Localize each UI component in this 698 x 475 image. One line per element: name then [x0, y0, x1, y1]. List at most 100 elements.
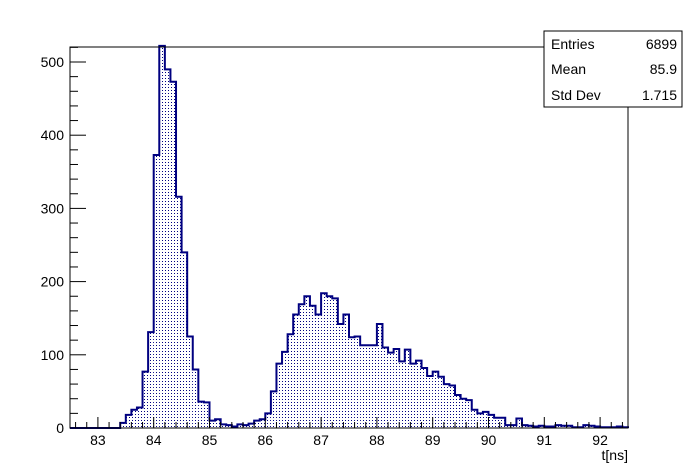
x-tick-label: 89: [425, 432, 441, 448]
histogram-bin: [349, 337, 355, 428]
histogram-bin: [282, 351, 288, 428]
x-tick-label: 84: [146, 432, 162, 448]
histogram-bars: [120, 45, 628, 429]
histogram-bin: [354, 336, 361, 428]
histogram-bin: [432, 371, 439, 428]
histogram-bin: [337, 324, 344, 428]
stats-mean-label: Mean: [551, 61, 586, 77]
histogram-bin: [237, 424, 243, 428]
histogram-bin: [153, 154, 160, 429]
histogram-bin: [187, 336, 193, 428]
histogram-bin: [276, 363, 283, 428]
histogram-bin: [125, 414, 132, 428]
histogram-bin: [505, 425, 511, 428]
histogram-bin: [510, 425, 517, 428]
histogram-bin: [388, 352, 394, 428]
histogram-bin: [220, 424, 227, 428]
histogram-bin: [376, 324, 383, 428]
y-tick-label: 0: [56, 420, 64, 436]
y-tick-label: 100: [41, 347, 65, 363]
histogram-bin: [242, 425, 249, 428]
histogram-bin: [226, 425, 232, 428]
histogram-bin: [455, 395, 461, 428]
x-tick-label: 87: [313, 432, 329, 448]
histogram-bin: [198, 401, 204, 428]
histogram-outline: [70, 44, 629, 429]
histogram-bin: [287, 334, 294, 428]
histogram-bin: [293, 314, 299, 428]
histogram-bin: [471, 409, 478, 428]
histogram-bin: [203, 402, 210, 428]
histogram-bin: [248, 423, 255, 428]
histogram-bin: [382, 347, 389, 428]
histogram-bin: [148, 332, 154, 428]
histogram-bin: [477, 413, 483, 428]
histogram-bin: [588, 425, 595, 428]
histogram-bin: [192, 369, 199, 428]
histogram-bin: [142, 371, 149, 428]
stats-mean-value: 85.9: [650, 61, 677, 77]
x-tick-label: 88: [369, 432, 385, 448]
x-tick-label: 92: [592, 432, 608, 448]
stats-stddev-value: 1.715: [642, 87, 677, 103]
y-tick-label: 400: [41, 127, 65, 143]
histogram-bin: [494, 417, 500, 428]
y-tick-label: 500: [41, 54, 65, 70]
histogram-bin: [365, 345, 372, 428]
y-tick-label: 300: [41, 200, 65, 216]
stats-entries-label: Entries: [551, 36, 595, 52]
histogram-bin: [326, 296, 333, 428]
histogram-bin: [555, 425, 562, 428]
histogram-bin: [343, 314, 349, 428]
histogram-bin: [321, 293, 327, 428]
histogram-bin: [360, 345, 366, 428]
histogram-bin: [393, 348, 400, 428]
histogram-bin: [438, 376, 444, 428]
x-tick-label: 90: [481, 432, 497, 448]
histogram-bin: [170, 81, 177, 428]
histogram-bin: [583, 425, 589, 428]
histogram-bin: [176, 196, 182, 428]
x-tick-label: 91: [537, 432, 553, 448]
histogram-bin: [332, 298, 338, 428]
histogram-bin: [561, 425, 567, 428]
histogram-bin: [265, 413, 271, 428]
histogram-bin: [527, 425, 534, 428]
histogram-bin: [120, 422, 126, 428]
histogram-bin: [410, 363, 416, 428]
x-tick-label: 83: [90, 432, 106, 448]
histogram-bin: [259, 419, 266, 428]
histogram-bin: [164, 69, 171, 428]
stats-box: Entries 6899 Mean 85.9 Std Dev 1.715: [543, 30, 683, 108]
histogram-bin: [298, 304, 305, 428]
histogram-bin: [499, 417, 506, 428]
stats-entries-value: 6899: [646, 36, 677, 52]
histogram-bin: [254, 420, 260, 428]
stats-box-frame: [543, 30, 683, 108]
histogram-bin: [415, 360, 422, 428]
histogram-bin: [421, 367, 428, 428]
histogram-bin: [131, 409, 137, 428]
histogram-bin: [538, 425, 545, 428]
histogram-bin: [315, 314, 322, 428]
histogram-bin: [427, 376, 433, 428]
histogram-bin: [371, 345, 377, 428]
histogram-bin: [209, 420, 216, 428]
x-tick-label: 85: [202, 432, 218, 448]
histogram-bin: [449, 385, 456, 428]
histogram-bin: [521, 425, 528, 428]
stats-stddev-label: Std Dev: [551, 87, 601, 103]
histogram-bin: [270, 391, 277, 428]
histogram-bin: [404, 349, 411, 428]
y-tick-label: 200: [41, 274, 65, 290]
histogram-bin: [136, 407, 143, 428]
histogram-bin: [488, 414, 495, 428]
histogram-bin: [466, 400, 472, 428]
histogram-bin: [215, 419, 221, 428]
x-tick-label: 86: [258, 432, 274, 448]
histogram-bin: [516, 418, 522, 428]
histogram-bin: [399, 361, 405, 428]
histogram-bin: [309, 305, 316, 428]
y-axis-ticks: 0 100 200 300 400 500: [41, 46, 86, 436]
